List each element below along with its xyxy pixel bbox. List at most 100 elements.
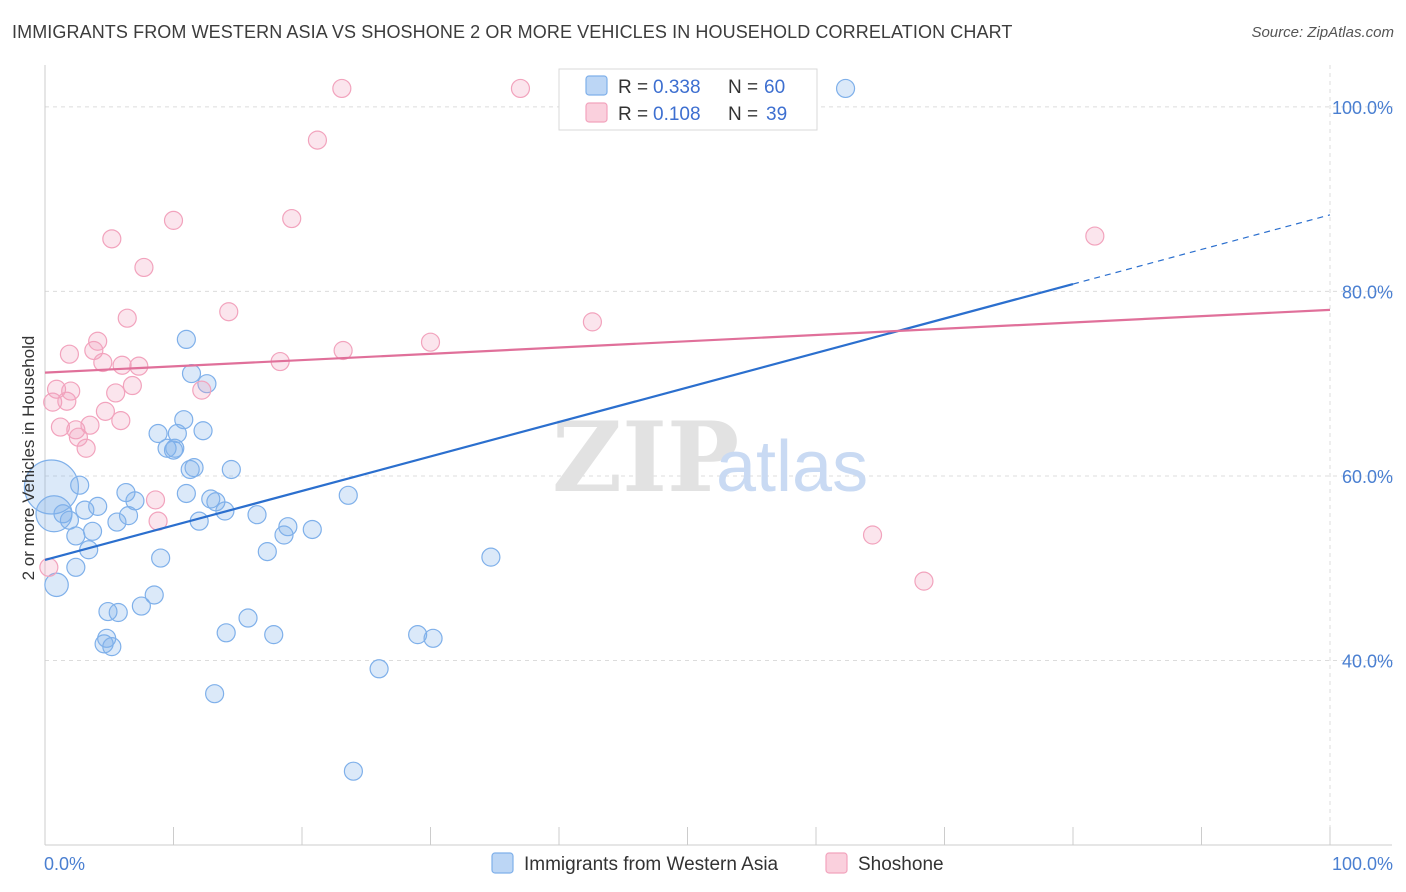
legend-swatch-western-asia [491, 852, 514, 874]
data-point-western-asia [257, 542, 277, 562]
series-western-asia-points [23, 78, 856, 781]
data-point-shoshone [39, 557, 59, 577]
data-point-shoshone [88, 331, 108, 351]
data-point-western-asia [66, 526, 86, 546]
data-point-western-asia [343, 761, 363, 781]
data-point-shoshone [163, 210, 184, 230]
data-point-western-asia [23, 459, 80, 515]
data-point-shoshone [914, 571, 934, 591]
data-point-western-asia [176, 329, 196, 350]
data-point-western-asia [205, 684, 225, 704]
legend-label-shoshone: Shoshone [858, 854, 944, 875]
data-point-western-asia [148, 423, 168, 444]
data-point-western-asia [481, 547, 501, 567]
data-point-shoshone [1085, 226, 1105, 246]
trend-line-western-asia-extension [1072, 214, 1331, 285]
legend-swatch-pink [585, 102, 608, 123]
correlation-legend: R = 0.338 N = 60 R = 0.108 N = 39 [558, 68, 818, 131]
trend-lines [44, 214, 1331, 561]
data-point-shoshone [111, 410, 131, 431]
data-point-shoshone [134, 257, 154, 278]
data-point-western-asia [157, 438, 177, 458]
data-point-western-asia [125, 491, 145, 511]
data-point-shoshone [862, 525, 883, 545]
data-point-western-asia [44, 572, 69, 598]
data-point-western-asia [197, 374, 217, 394]
data-point-western-asia [151, 548, 171, 568]
source-label: Source: ZipAtlas.com [1251, 24, 1394, 41]
data-point-shoshone [59, 344, 80, 364]
x-tick-labels: 0.0% 100.0% [44, 854, 1393, 874]
data-point-shoshone [102, 229, 122, 249]
data-point-western-asia [264, 625, 284, 645]
data-point-shoshone [68, 427, 89, 447]
legend-n-label-2: N = [728, 104, 758, 125]
data-point-western-asia [163, 440, 184, 460]
data-point-shoshone [332, 78, 352, 99]
data-point-shoshone [66, 420, 86, 440]
data-point-western-asia [238, 608, 258, 628]
legend-r-value-1: 0.338 [653, 77, 701, 98]
legend-swatch-shoshone [825, 852, 848, 874]
data-point-shoshone [80, 415, 100, 435]
data-point-shoshone [129, 356, 149, 376]
data-point-western-asia [176, 483, 196, 504]
data-point-western-asia [144, 585, 164, 605]
data-point-western-asia [216, 623, 236, 643]
data-point-shoshone [333, 340, 353, 361]
data-point-western-asia [338, 485, 358, 505]
legend-r-label-2: R = [618, 104, 648, 125]
data-point-shoshone [61, 381, 81, 401]
data-point-shoshone [50, 417, 71, 437]
legend-n-label-1: N = [728, 77, 758, 98]
data-point-shoshone [420, 332, 441, 352]
data-point-shoshone [112, 355, 132, 375]
legend-r-label-1: R = [618, 77, 648, 98]
data-point-shoshone [282, 208, 302, 229]
data-point-western-asia [184, 458, 204, 478]
data-point-shoshone [582, 312, 603, 332]
data-point-western-asia [108, 602, 128, 623]
watermark-atlas: atlas [716, 427, 868, 507]
data-point-western-asia [423, 628, 443, 648]
series-legend: Immigrants from Western Asia Shoshone [491, 852, 944, 875]
data-point-shoshone [117, 308, 137, 328]
data-point-western-asia [107, 512, 127, 532]
y-tick-labels: 40.0% 60.0% 80.0% 100.0% [1332, 98, 1393, 672]
chart-title: IMMIGRANTS FROM WESTERN ASIA VS SHOSHONE… [12, 22, 1013, 42]
data-point-western-asia [369, 659, 389, 679]
data-point-western-asia [131, 596, 151, 616]
y-tick-label: 80.0% [1342, 282, 1393, 302]
data-point-shoshone [219, 302, 239, 322]
data-point-western-asia [82, 521, 103, 541]
data-point-western-asia [181, 363, 202, 384]
data-point-shoshone [93, 352, 113, 373]
data-point-shoshone [510, 78, 531, 99]
data-point-western-asia [408, 625, 428, 645]
data-point-shoshone [95, 401, 115, 421]
data-point-western-asia [247, 505, 267, 525]
data-point-western-asia [278, 517, 298, 537]
watermark-zip: ZIP [552, 401, 739, 514]
data-point-shoshone [57, 391, 77, 411]
y-tick-label: 40.0% [1342, 651, 1393, 671]
legend-label-western-asia: Immigrants from Western Asia [524, 854, 779, 875]
data-point-western-asia [221, 459, 241, 480]
data-point-shoshone [307, 130, 328, 150]
y-tick-label: 60.0% [1342, 467, 1393, 487]
watermark: ZIP atlas [552, 401, 868, 514]
data-point-western-asia [98, 601, 118, 622]
data-point-shoshone [106, 383, 126, 403]
data-point-shoshone [122, 375, 142, 396]
x-tick-label: 0.0% [44, 854, 85, 874]
data-point-western-asia [835, 78, 856, 99]
data-point-western-asia [302, 519, 322, 540]
series-shoshone-points [39, 78, 1105, 591]
data-point-western-asia [174, 410, 194, 430]
data-point-shoshone [76, 438, 96, 458]
data-point-western-asia [70, 475, 90, 495]
data-point-shoshone [145, 490, 166, 510]
data-point-western-asia [201, 489, 221, 509]
x-tick-label: 100.0% [1332, 854, 1393, 874]
